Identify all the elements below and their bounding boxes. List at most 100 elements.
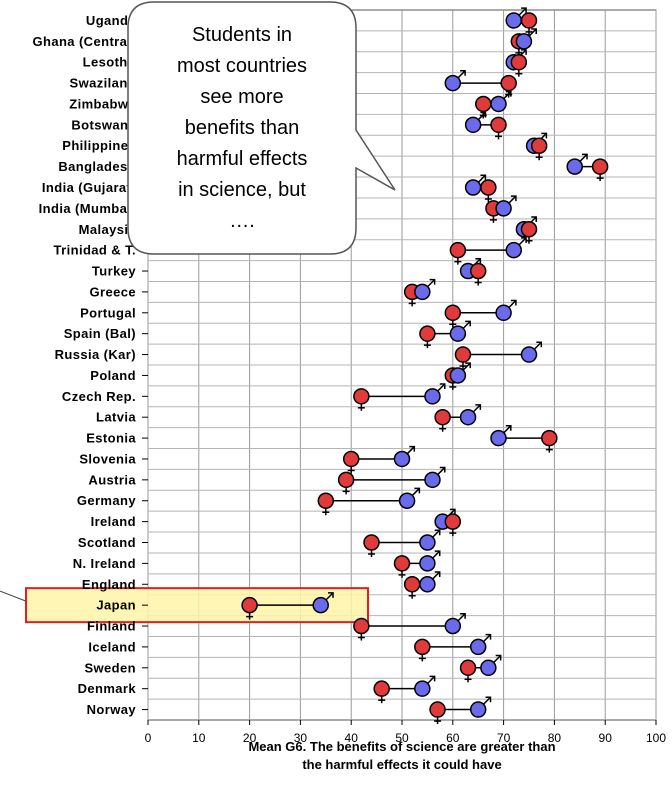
boys-marker xyxy=(566,153,588,175)
country-label: Bangladesh xyxy=(58,159,136,174)
x-tick-label: 100 xyxy=(646,731,666,745)
girls-marker xyxy=(317,492,335,516)
x-tick-label: 0 xyxy=(145,731,152,745)
x-axis: 0 10 20 30 40 50 60 70 80 90 100 Mean G6. The benef… xyxy=(145,720,666,772)
girls-marker xyxy=(429,701,446,725)
country-label: Turkey xyxy=(92,264,136,279)
girls-marker xyxy=(459,659,477,683)
country-label: India (Gujarat) xyxy=(42,180,136,195)
country-label: Iceland xyxy=(88,639,136,654)
girls-marker xyxy=(469,262,487,286)
girls-marker xyxy=(520,12,538,35)
boys-marker xyxy=(444,612,466,635)
callout-text-line: harmful effects xyxy=(177,148,308,170)
boys-marker xyxy=(490,90,512,113)
girls-marker xyxy=(353,388,370,411)
data-points xyxy=(241,7,609,725)
girls-marker xyxy=(353,617,370,641)
country-label: Malaysia xyxy=(79,222,137,237)
country-label: N. Ireland xyxy=(73,556,136,571)
boys-marker xyxy=(495,195,517,217)
country-label: Norway xyxy=(87,702,137,717)
country-label: Botswana xyxy=(71,117,136,132)
boys-marker xyxy=(464,111,487,134)
girls-marker xyxy=(434,408,451,432)
x-tick-label: 20 xyxy=(243,731,257,745)
country-label: Sweden xyxy=(84,660,136,675)
callout-shape xyxy=(127,1,396,255)
boys-marker xyxy=(419,550,441,572)
boys-marker xyxy=(419,571,441,593)
girls-marker xyxy=(591,158,609,182)
x-tick-label: 80 xyxy=(548,731,562,745)
country-label: Greece xyxy=(90,284,137,299)
girls-marker xyxy=(500,74,517,98)
girls-marker xyxy=(541,429,558,453)
x-axis-label: the harmful effects it could have xyxy=(302,757,501,772)
girls-marker xyxy=(444,304,462,328)
girls-marker xyxy=(241,596,258,620)
girls-marker xyxy=(393,555,411,578)
boys-marker xyxy=(414,675,436,697)
boys-marker xyxy=(449,320,471,342)
callout-text-line: see more xyxy=(200,86,283,108)
callout-text-line: benefits than xyxy=(185,117,300,139)
boys-marker xyxy=(505,237,527,259)
country-label: Scotland xyxy=(78,535,136,550)
x-tick-label: 60 xyxy=(446,731,460,745)
girls-marker xyxy=(449,241,467,265)
boys-marker xyxy=(424,383,446,405)
country-label: Germany xyxy=(77,493,137,508)
boys-marker xyxy=(398,487,421,509)
x-tick-label: 70 xyxy=(497,731,511,745)
boys-marker xyxy=(515,28,537,50)
boys-marker xyxy=(444,70,466,92)
girls-marker xyxy=(414,638,431,662)
country-label: Japan xyxy=(96,598,136,613)
girls-marker xyxy=(363,534,380,557)
country-label: Ireland xyxy=(91,514,136,529)
boys-marker xyxy=(480,654,502,677)
country-label: Philippines xyxy=(62,138,136,153)
country-label: Poland xyxy=(90,368,136,383)
boys-marker xyxy=(469,696,492,718)
boys-marker xyxy=(424,466,446,489)
girls-marker xyxy=(510,53,528,77)
country-label: Swaziland xyxy=(70,76,136,91)
callout-text-line: …. xyxy=(229,210,255,232)
callout-bubble: Students in most countries see more benefit… xyxy=(127,1,396,255)
country-label: Uganda xyxy=(86,13,136,28)
girls-marker xyxy=(454,346,472,370)
boys-marker xyxy=(393,445,416,468)
girls-marker xyxy=(337,471,355,495)
girls-marker xyxy=(520,221,538,244)
country-label: India (Mumbai) xyxy=(39,201,136,216)
country-label: England xyxy=(82,577,136,592)
x-tick-label: 40 xyxy=(345,731,359,745)
country-label: Russia (Kar) xyxy=(55,347,136,362)
girls-marker xyxy=(490,116,507,140)
x-tick-label: 50 xyxy=(395,731,409,745)
country-label: Estonia xyxy=(86,431,136,446)
girls-marker xyxy=(444,513,462,537)
boys-marker xyxy=(419,529,441,551)
country-label: Lesotho xyxy=(83,55,136,70)
country-label: Spain (Bal) xyxy=(64,326,136,341)
country-label: Portugal xyxy=(80,305,136,320)
girls-marker xyxy=(373,680,390,704)
country-labels: Uganda Ghana (Central) Lesotho Swaziland Zim… xyxy=(32,13,148,717)
boys-marker xyxy=(520,341,543,363)
boys-marker xyxy=(414,278,436,301)
country-label: Czech Rep. xyxy=(62,389,136,404)
x-axis-label: Mean G6. The benefits of science are gre… xyxy=(248,739,555,754)
girls-marker xyxy=(342,450,360,474)
country-label: Zimbabwe xyxy=(69,96,136,111)
country-label: Slovenia xyxy=(79,451,136,466)
girls-marker xyxy=(480,179,497,202)
x-tick-label: 10 xyxy=(192,731,206,745)
x-tick-label: 30 xyxy=(294,731,308,745)
country-label: Finland xyxy=(87,619,136,634)
boys-marker xyxy=(459,404,482,426)
country-label: Austria xyxy=(88,472,136,487)
